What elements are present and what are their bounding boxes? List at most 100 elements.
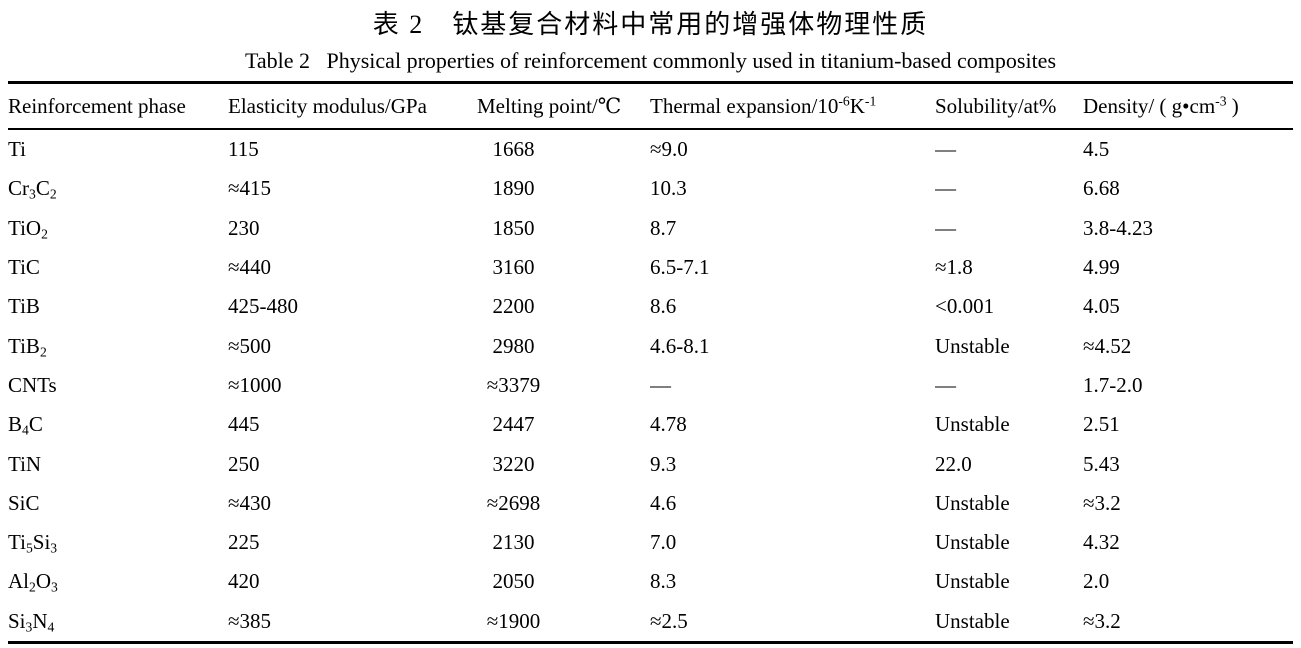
cell-melting: ≈1900 <box>486 608 541 633</box>
cell-melting: 3160 <box>492 255 535 280</box>
cell-phase: TiN <box>8 451 42 476</box>
col-header-thermal-expansion: Thermal expansion/10-6K-1 <box>650 82 935 130</box>
table-row: Cr3C2 ≈415 1890 10.3 — 6.68 <box>8 169 1293 208</box>
cell-melting: 2980 <box>492 333 535 358</box>
cell-density: 3.8-4.23 <box>1083 215 1153 240</box>
table-row: Ti5Si3 225 2130 7.0 Unstable 4.32 <box>8 523 1293 562</box>
cell-elasticity: 230 <box>228 215 260 240</box>
properties-table: Reinforcement phase Elasticity modulus/G… <box>8 81 1293 644</box>
table-row: TiB 425-480 2200 8.6 <0.001 4.05 <box>8 287 1293 326</box>
table-row: Ti 115 1668 ≈9.0 — 4.5 <box>8 129 1293 169</box>
cell-solubility: Unstable <box>935 333 1010 358</box>
table-row: TiC ≈440 3160 6.5-7.1 ≈1.8 4.99 <box>8 248 1293 287</box>
cell-thermal: ≈9.0 <box>650 137 688 162</box>
cell-phase: TiB <box>8 294 40 319</box>
cell-melting: 3220 <box>492 451 535 476</box>
cell-phase: TiC <box>8 255 40 280</box>
cell-thermal: 4.6-8.1 <box>650 333 710 358</box>
cell-solubility: — <box>935 137 956 162</box>
cell-phase: Ti5Si3 <box>8 530 58 556</box>
cell-melting: ≈3379 <box>486 372 541 397</box>
cell-thermal: 10.3 <box>650 176 687 201</box>
table-row: Si3N4 ≈385 ≈1900 ≈2.5 Unstable ≈3.2 <box>8 602 1293 643</box>
cell-phase: Cr3C2 <box>8 176 57 202</box>
table-row: SiC ≈430 ≈2698 4.6 Unstable ≈3.2 <box>8 484 1293 523</box>
cell-melting: 1890 <box>492 176 535 201</box>
cell-solubility: Unstable <box>935 608 1010 633</box>
cell-phase: B4C <box>8 412 43 438</box>
cell-phase: CNTs <box>8 372 57 397</box>
col-header-solubility: Solubility/at% <box>935 82 1083 130</box>
cell-elasticity: ≈385 <box>228 608 272 633</box>
cell-density: ≈3.2 <box>1083 490 1121 515</box>
cell-solubility: Unstable <box>935 412 1010 437</box>
cell-density: ≈4.52 <box>1083 333 1132 358</box>
cell-density: 4.99 <box>1083 255 1120 280</box>
cell-thermal: 4.78 <box>650 412 687 437</box>
cell-solubility: Unstable <box>935 490 1010 515</box>
cell-density: ≈3.2 <box>1083 608 1121 633</box>
table-row: TiN 250 3220 9.3 22.0 5.43 <box>8 444 1293 483</box>
cell-elasticity: 250 <box>228 451 260 476</box>
cell-elasticity: ≈1000 <box>228 372 282 397</box>
cell-solubility: <0.001 <box>935 294 995 319</box>
cell-solubility: — <box>935 215 956 240</box>
table-caption-chinese: 表 2 钛基复合材料中常用的增强体物理性质 <box>372 10 929 39</box>
cell-elasticity: ≈430 <box>228 490 272 515</box>
table-row: TiO2 230 1850 8.7 — 3.8-4.23 <box>8 209 1293 248</box>
col-header-density: Density/ ( g•cm-3 ) <box>1083 82 1293 130</box>
cell-density: 5.43 <box>1083 451 1120 476</box>
cell-elasticity: 445 <box>228 412 260 437</box>
col-header-elasticity-modulus: Elasticity modulus/GPa <box>228 82 477 130</box>
table-row: B4C 445 2447 4.78 Unstable 2.51 <box>8 405 1293 444</box>
cell-phase: Si3N4 <box>8 608 55 635</box>
cell-elasticity: 420 <box>228 569 260 594</box>
table-row: Al2O3 420 2050 8.3 Unstable 2.0 <box>8 562 1293 601</box>
cell-density: 6.68 <box>1083 176 1120 201</box>
cell-solubility: — <box>935 372 956 397</box>
cell-thermal: 4.6 <box>650 490 677 515</box>
table-body: Ti 115 1668 ≈9.0 — 4.5 Cr3C2 ≈415 1890 10.3 — 6.68 T… <box>8 129 1293 642</box>
table-caption-english: Table 2 Physical properties of reinforce… <box>244 48 1057 73</box>
cell-phase: TiO2 <box>8 215 48 242</box>
cell-melting: ≈2698 <box>486 490 541 515</box>
cell-melting: 2130 <box>492 530 535 555</box>
cell-thermal: — <box>650 372 671 397</box>
cell-elasticity: 115 <box>228 137 259 162</box>
cell-phase: Ti <box>8 137 26 162</box>
cell-solubility: — <box>935 176 956 201</box>
cell-density: 4.05 <box>1083 294 1120 319</box>
cell-density: 4.5 <box>1083 137 1110 162</box>
cell-thermal: 8.3 <box>650 569 677 594</box>
cell-elasticity: 225 <box>228 530 260 555</box>
cell-density: 4.32 <box>1083 530 1120 555</box>
cell-solubility: Unstable <box>935 530 1010 555</box>
cell-thermal: 6.5-7.1 <box>650 255 710 280</box>
cell-thermal: 9.3 <box>650 451 677 476</box>
cell-elasticity: ≈500 <box>228 333 272 358</box>
cell-elasticity: 425-480 <box>228 294 298 319</box>
table-row: TiB2 ≈500 2980 4.6-8.1 Unstable ≈4.52 <box>8 326 1293 365</box>
cell-phase: Al2O3 <box>8 569 58 595</box>
cell-elasticity: ≈440 <box>228 255 272 280</box>
cell-thermal: 8.6 <box>650 294 677 319</box>
cell-density: 2.51 <box>1083 412 1120 437</box>
cell-thermal: 7.0 <box>650 530 677 555</box>
cell-phase: SiC <box>8 490 40 515</box>
cell-melting: 2200 <box>492 294 535 319</box>
col-header-reinforcement-phase: Reinforcement phase <box>8 82 228 130</box>
col-header-melting-point: Melting point/℃ <box>477 82 650 130</box>
cell-melting: 2050 <box>492 569 535 594</box>
cell-thermal: ≈2.5 <box>650 608 688 633</box>
cell-density: 2.0 <box>1083 569 1110 594</box>
cell-solubility: 22.0 <box>935 451 972 476</box>
cell-thermal: 8.7 <box>650 215 677 240</box>
cell-melting: 2447 <box>492 412 535 437</box>
cell-solubility: ≈1.8 <box>935 255 973 280</box>
cell-density: 1.7-2.0 <box>1083 372 1143 397</box>
table-row: CNTs ≈1000 ≈3379 — — 1.7-2.0 <box>8 366 1293 405</box>
cell-solubility: Unstable <box>935 569 1010 594</box>
cell-melting: 1668 <box>492 137 535 162</box>
cell-melting: 1850 <box>492 215 535 240</box>
cell-elasticity: ≈415 <box>228 176 272 201</box>
